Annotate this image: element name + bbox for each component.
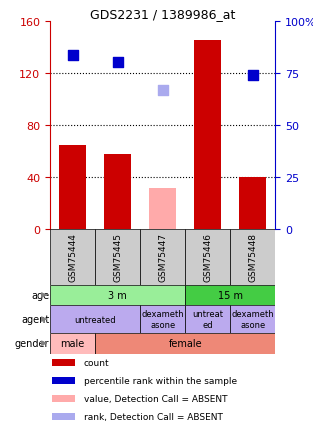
Bar [185, 306, 230, 333]
Bar [140, 306, 185, 333]
Bar [59, 145, 86, 230]
Text: 3 m: 3 m [108, 290, 127, 300]
Bar [50, 306, 140, 333]
Text: percentile rank within the sample: percentile rank within the sample [84, 376, 237, 385]
Text: male: male [60, 339, 85, 349]
Bar [95, 230, 140, 285]
Bar [230, 306, 275, 333]
Text: gender: gender [15, 339, 49, 349]
Point [115, 60, 120, 67]
Text: GSM75444: GSM75444 [68, 233, 77, 282]
Bar [185, 230, 230, 285]
Bar [50, 285, 185, 306]
Bar [230, 230, 275, 285]
Text: GSM75448: GSM75448 [249, 233, 257, 282]
Text: count: count [84, 358, 110, 367]
Text: GSM75447: GSM75447 [158, 233, 167, 282]
Point [70, 52, 75, 59]
Text: female: female [168, 339, 202, 349]
Text: GSM75446: GSM75446 [203, 233, 212, 282]
Text: rank, Detection Call = ABSENT: rank, Detection Call = ABSENT [84, 412, 223, 421]
Bar [239, 178, 266, 230]
Bar [52, 359, 75, 366]
Bar [52, 395, 75, 402]
Bar [52, 413, 75, 420]
Text: GSM75445: GSM75445 [113, 233, 122, 282]
Text: dexameth
asone: dexameth asone [232, 310, 274, 329]
Bar [104, 155, 131, 230]
Bar [50, 230, 95, 285]
Point [250, 73, 255, 80]
Title: GDS2231 / 1389986_at: GDS2231 / 1389986_at [90, 7, 235, 20]
Bar [140, 230, 185, 285]
Bar [50, 333, 95, 354]
Bar [185, 285, 275, 306]
Bar [194, 41, 221, 230]
Text: agent: agent [21, 314, 49, 324]
Bar [95, 333, 275, 354]
Text: value, Detection Call = ABSENT: value, Detection Call = ABSENT [84, 394, 227, 403]
Text: 15 m: 15 m [218, 290, 243, 300]
Text: dexameth
asone: dexameth asone [141, 310, 184, 329]
Text: untreated: untreated [74, 315, 116, 324]
Bar [52, 377, 75, 384]
Bar [149, 188, 176, 230]
Text: untreat
ed: untreat ed [192, 310, 223, 329]
Point [160, 87, 165, 94]
Text: age: age [31, 290, 49, 300]
